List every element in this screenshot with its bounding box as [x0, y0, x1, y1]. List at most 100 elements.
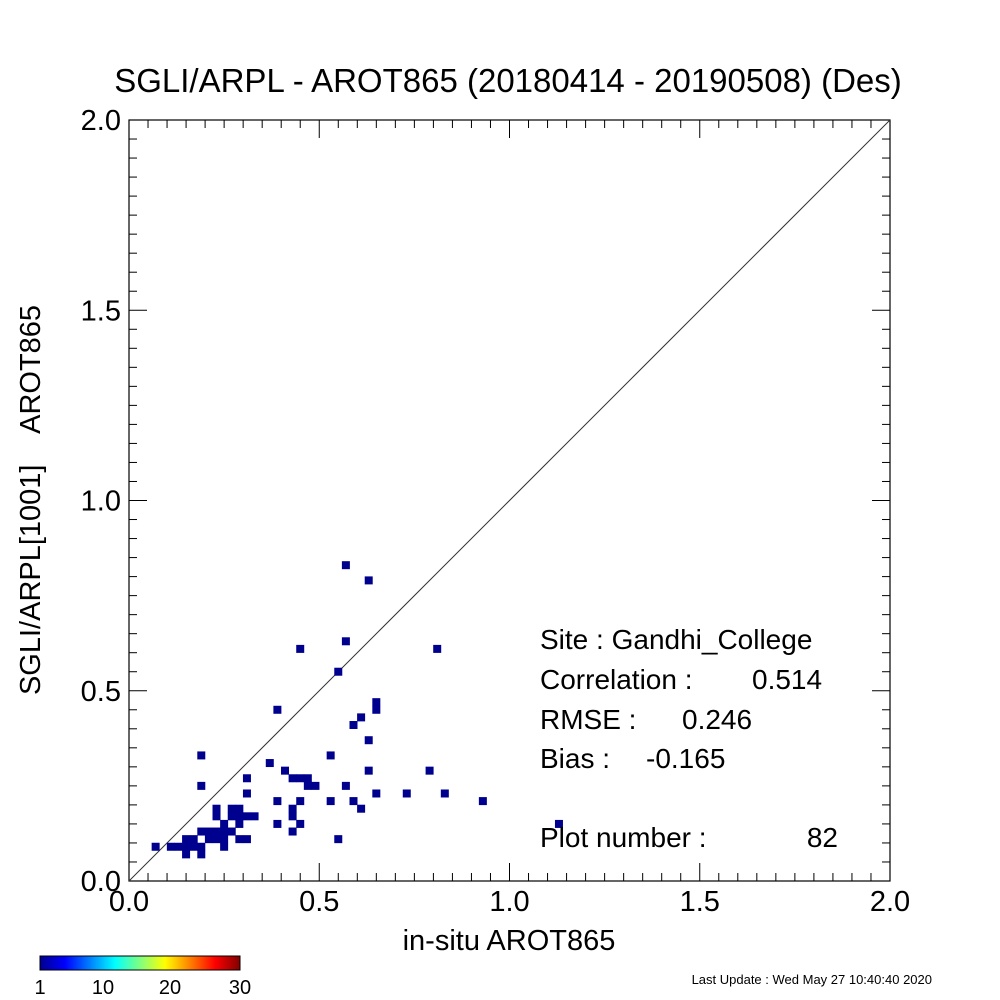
data-point [311, 781, 320, 790]
colorbar-labels: 1 10 20 30 [34, 977, 251, 999]
data-point [402, 789, 411, 798]
colorbar-label: 20 [159, 977, 181, 999]
x-axis-label: in-situ AROT865 [403, 925, 616, 957]
data-point [189, 842, 198, 851]
x-tick-label: 1.5 [680, 886, 720, 918]
data-point [288, 812, 297, 821]
data-point [334, 667, 343, 676]
stats-rmse-value: 0.246 [682, 704, 752, 735]
data-point [189, 835, 198, 844]
data-point [554, 819, 563, 828]
data-point [227, 827, 236, 836]
x-tick-label: 1.0 [489, 886, 529, 918]
data-point [440, 789, 449, 798]
data-point [273, 797, 282, 806]
x-tick-label: 0.5 [299, 886, 339, 918]
stats-correlation-label: Correlation : [540, 664, 693, 695]
stats-annotation: Site : Gandhi_College Correlation : 0.51… [540, 624, 838, 853]
x-tick-label: 0.0 [109, 886, 149, 918]
y-tick-labels: 0.0 0.5 1.0 1.5 2.0 [81, 105, 121, 898]
x-tick-label: 2.0 [870, 886, 910, 918]
data-point [212, 812, 221, 821]
data-point [326, 797, 335, 806]
data-point [182, 842, 191, 851]
y-tick-label: 0.0 [81, 866, 121, 898]
stats-plot-number-value: 82 [807, 822, 838, 853]
stats-bias-label: Bias : [540, 743, 610, 774]
stats-rmse-label: RMSE : [540, 704, 636, 735]
data-point [182, 850, 191, 859]
data-point [242, 812, 251, 821]
data-point [357, 713, 366, 722]
stats-site: Site : Gandhi_College [540, 624, 812, 655]
data-point [372, 705, 381, 714]
data-point [212, 827, 221, 836]
data-point [288, 774, 297, 783]
stats-bias-value: -0.165 [646, 743, 725, 774]
data-point [235, 835, 244, 844]
y-tick-label: 1.5 [81, 295, 121, 327]
data-point [425, 766, 434, 775]
y-tick-label: 1.0 [81, 486, 121, 518]
data-point [364, 736, 373, 745]
data-point [326, 751, 335, 760]
data-point [364, 766, 373, 775]
data-point [212, 835, 221, 844]
data-point [288, 827, 297, 836]
y-tick-label: 0.5 [81, 676, 121, 708]
data-point [204, 835, 213, 844]
data-points [151, 561, 563, 859]
data-point [349, 720, 358, 729]
data-point [220, 835, 229, 844]
data-point [296, 644, 305, 653]
data-point [220, 819, 229, 828]
one-to-one-line [128, 119, 891, 882]
data-point [166, 842, 175, 851]
data-point [174, 842, 183, 851]
data-point [478, 797, 487, 806]
data-point [372, 698, 381, 707]
colorbar-label: 1 [34, 977, 45, 999]
last-update-text: Last Update : Wed May 27 10:40:40 2020 [692, 972, 932, 987]
data-point [341, 781, 350, 790]
data-point [197, 781, 206, 790]
data-point [288, 804, 297, 813]
data-point [303, 781, 312, 790]
data-point [242, 835, 251, 844]
colorbar [39, 955, 241, 971]
data-point [220, 827, 229, 836]
data-point [364, 576, 373, 585]
data-point [220, 842, 229, 851]
data-point [372, 789, 381, 798]
data-point [204, 827, 213, 836]
y-tick-label: 2.0 [81, 105, 121, 137]
data-point [151, 842, 160, 851]
data-point [197, 827, 206, 836]
data-point [273, 819, 282, 828]
minor-ticks [128, 119, 891, 882]
stats-plot-number-label: Plot number : [540, 822, 707, 853]
data-point [242, 789, 251, 798]
data-point [197, 751, 206, 760]
data-point [182, 835, 191, 844]
data-point [296, 819, 305, 828]
data-point [281, 766, 290, 775]
data-point [227, 804, 236, 813]
y-axis-label: SGLI/ARPL[1001] AROT865 [15, 305, 47, 695]
data-point [197, 842, 206, 851]
data-point [334, 835, 343, 844]
data-point [341, 637, 350, 646]
data-point [197, 850, 206, 859]
data-point [235, 804, 244, 813]
colorbar-label: 10 [92, 977, 114, 999]
colorbar-label: 30 [229, 977, 251, 999]
data-point [296, 797, 305, 806]
data-point [296, 774, 305, 783]
data-point [341, 561, 350, 570]
data-point [242, 774, 251, 783]
data-point [250, 812, 259, 821]
data-point [265, 759, 274, 768]
x-tick-labels: 0.0 0.5 1.0 1.5 2.0 [109, 886, 910, 918]
data-point [433, 644, 442, 653]
